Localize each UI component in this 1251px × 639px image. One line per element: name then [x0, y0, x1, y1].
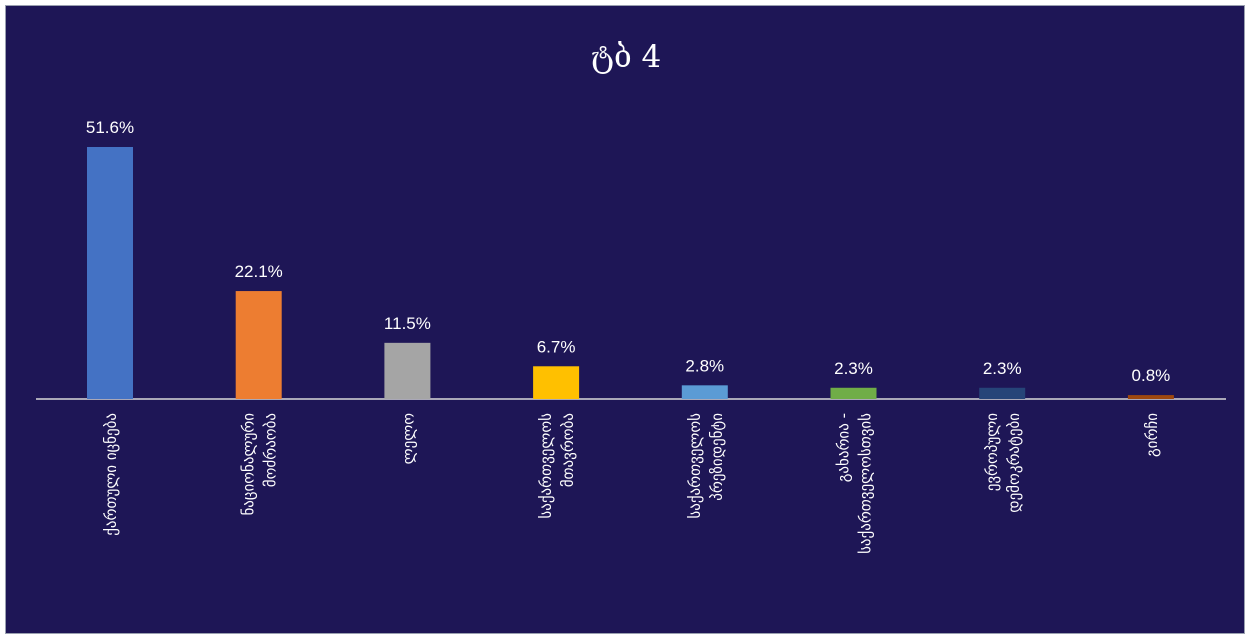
data-label-5: 2.8%	[685, 356, 724, 375]
data-label-1: 51.6%	[86, 118, 134, 137]
category-label-line: მოძრაობა	[262, 413, 280, 487]
bar-3	[384, 342, 431, 399]
category-label-5: საქართველოს პრეზიდენტი	[686, 413, 726, 519]
category-label-1: ქართული იცნება	[102, 413, 120, 536]
category-label-line: გირჩი	[1143, 413, 1161, 457]
data-label-3: 11.5%	[384, 314, 431, 333]
category-label-line: ევროპული	[983, 413, 1001, 491]
data-label-7: 2.3%	[983, 359, 1022, 378]
bar-6	[830, 387, 877, 399]
bar-8	[1127, 395, 1174, 399]
data-label-4: 6.7%	[537, 337, 576, 356]
chart-title: ტბ 4	[590, 39, 662, 75]
category-label-line: ლელო	[399, 413, 417, 465]
bar-2	[235, 291, 282, 399]
bar-4	[533, 366, 580, 399]
category-label-line: გახარია -	[835, 413, 853, 482]
bar-7	[979, 387, 1026, 399]
category-label-7: ევროპული დემოკრატები	[983, 413, 1023, 513]
category-label-line: ნაციონალური	[240, 413, 258, 516]
data-label-6: 2.3%	[834, 359, 873, 378]
chart-frame: ტბ 4 51.6% ქართული იცნება 22.1% ნაციონალური…	[5, 5, 1245, 634]
data-label-2: 22.1%	[235, 262, 283, 281]
data-label-8: 0.8%	[1132, 366, 1171, 385]
category-label-4: საქართველოს მთავრობა	[537, 413, 577, 519]
category-label-2: ნაციონალური მოძრაობა	[240, 413, 280, 516]
category-label-line: პრეზიდენტი	[708, 413, 726, 501]
category-label-line: საქართველოსთვის	[857, 413, 875, 554]
category-label-line: ქართული იცნება	[102, 413, 120, 536]
category-label-line: დემოკრატები	[1005, 413, 1023, 513]
category-label-line: საქართველოს	[686, 413, 704, 519]
category-label-3: ლელო	[399, 413, 417, 465]
bar-chart: 51.6% ქართული იცნება 22.1% ნაციონალური მოძრა…	[36, 118, 1226, 554]
category-label-line: მთავრობა	[559, 413, 577, 487]
bar-1	[87, 147, 133, 399]
category-label-line: საქართველოს	[537, 413, 555, 519]
category-label-6: გახარია - საქართველოსთვის	[835, 413, 875, 554]
category-label-8: გირჩი	[1143, 413, 1161, 457]
bar-5	[681, 385, 728, 399]
